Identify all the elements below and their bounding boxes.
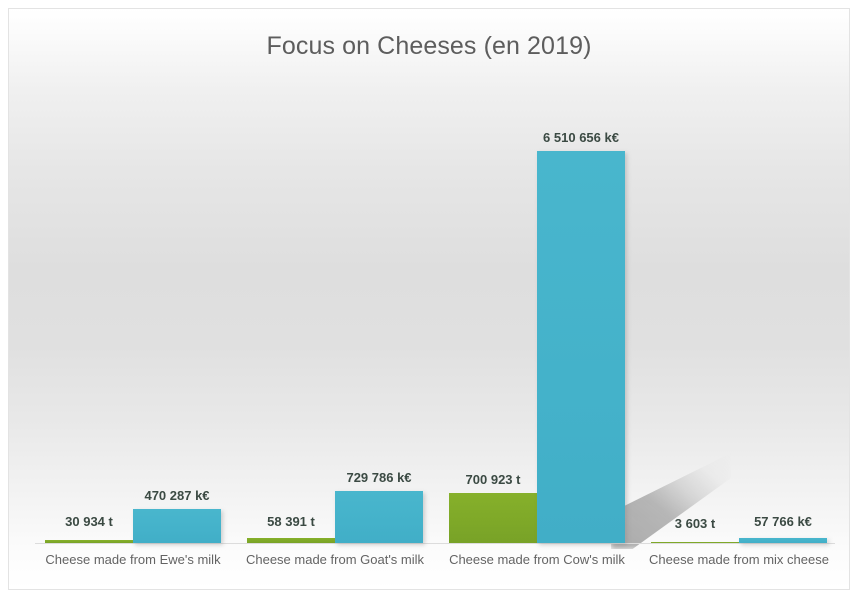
bar-pair: 58 391 t 729 786 k€ [237, 43, 433, 543]
category-label: Cheese made from Goat's milk [245, 552, 425, 567]
bar-groups: 30 934 t 470 287 k€ Cheese made from Ewe… [9, 9, 849, 589]
bar-value-label: 30 934 t [65, 514, 113, 529]
category-label: Cheese made from Cow's milk [449, 552, 625, 567]
bar-wrap-volume: 700 923 t [449, 43, 537, 543]
bar-volume[interactable] [449, 493, 537, 543]
bar-group: 30 934 t 470 287 k€ Cheese made from Ewe… [35, 9, 231, 589]
bar-value[interactable] [739, 538, 827, 543]
bar-value-label: 6 510 656 k€ [543, 130, 619, 145]
category-label: Cheese made from mix cheese [649, 552, 829, 567]
plot-area: 30 934 t 470 287 k€ Cheese made from Ewe… [9, 9, 849, 589]
bar-wrap-volume: 30 934 t [45, 43, 133, 543]
bar-wrap-value: 729 786 k€ [335, 43, 423, 543]
bar-group: 58 391 t 729 786 k€ Cheese made from Goa… [237, 9, 433, 589]
bar-value[interactable] [335, 491, 423, 543]
bar-pair: 30 934 t 470 287 k€ [35, 43, 231, 543]
bar-pair: 700 923 t 6 510 656 k€ [439, 43, 635, 543]
bar-value[interactable] [537, 151, 625, 543]
bar-value[interactable] [133, 509, 221, 543]
category-label: Cheese made from Ewe's milk [45, 552, 221, 567]
bar-group: 700 923 t 6 510 656 k€ Cheese made from … [439, 9, 635, 589]
bar-wrap-volume: 58 391 t [247, 43, 335, 543]
bar-pair: 3 603 t 57 766 k€ [641, 43, 837, 543]
bar-volume[interactable] [651, 542, 739, 543]
bar-volume[interactable] [45, 540, 133, 543]
bar-volume[interactable] [247, 538, 335, 543]
bar-value-label: 3 603 t [674, 516, 716, 531]
chart-frame: Focus on Cheeses (en 2019) 30 934 t 470 … [8, 8, 850, 590]
bar-value-label: 58 391 t [267, 514, 315, 529]
category-axis-line [35, 543, 835, 544]
bar-wrap-volume: 3 603 t [651, 43, 739, 543]
bar-value-label: 700 923 t [465, 472, 521, 487]
bar-group: 3 603 t 57 766 k€ Cheese made from mix c… [641, 9, 837, 589]
bar-wrap-value: 6 510 656 k€ [537, 43, 625, 543]
bar-wrap-value: 57 766 k€ [739, 43, 827, 543]
bar-value-label: 729 786 k€ [346, 470, 412, 485]
bar-wrap-value: 470 287 k€ [133, 43, 221, 543]
bar-value-label: 470 287 k€ [144, 488, 210, 503]
chart-title: Focus on Cheeses (en 2019) [266, 32, 592, 60]
bar-value-label: 57 766 k€ [754, 514, 812, 529]
